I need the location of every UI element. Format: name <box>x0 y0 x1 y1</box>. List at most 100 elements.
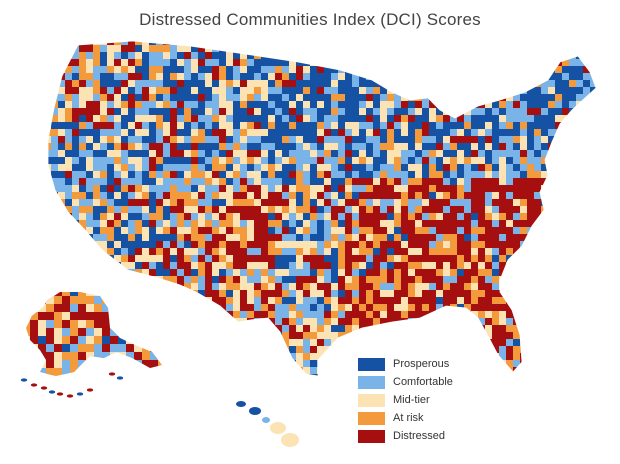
county-cell <box>359 213 367 221</box>
county-cell <box>58 192 66 200</box>
county-cell <box>79 241 87 249</box>
county-cell <box>121 171 129 179</box>
county-cell <box>443 234 451 242</box>
county-cell <box>51 220 66 228</box>
county-cell <box>156 318 171 326</box>
county-cell <box>331 332 339 340</box>
county-cell <box>247 311 255 319</box>
county-cell <box>597 66 604 73</box>
county-cell <box>499 255 507 263</box>
county-cell <box>240 374 248 376</box>
county-cell <box>408 248 416 256</box>
county-cell <box>247 346 262 354</box>
county-cell <box>72 143 80 151</box>
county-cell <box>443 206 451 214</box>
county-cell <box>436 318 444 326</box>
county-cell <box>219 360 234 375</box>
county-cell <box>48 220 59 228</box>
county-cell <box>254 66 262 74</box>
county-cell <box>54 368 63 376</box>
county-cell <box>128 276 136 284</box>
county-cell <box>177 122 185 130</box>
county-cell <box>219 311 227 319</box>
county-cell <box>38 352 47 361</box>
county-cell <box>191 73 199 81</box>
county-cell <box>58 255 66 263</box>
county-cell <box>548 360 556 375</box>
legend-label-comfortable: Comfortable <box>393 376 453 388</box>
county-cell <box>317 199 325 207</box>
county-cell <box>78 368 95 376</box>
county-cell <box>562 41 577 46</box>
county-cell <box>79 283 87 291</box>
county-cell <box>569 297 577 305</box>
county-cell <box>534 241 542 249</box>
county-cell <box>415 171 423 179</box>
county-cell <box>219 367 227 375</box>
county-cell <box>597 171 604 178</box>
county-cell <box>506 143 514 151</box>
county-cell <box>471 206 479 214</box>
county-cell <box>86 241 94 249</box>
county-cell <box>128 325 136 333</box>
county-cell <box>121 192 129 200</box>
county-cell <box>485 73 493 81</box>
county-cell <box>408 339 416 354</box>
county-cell <box>135 45 143 53</box>
county-cell <box>457 143 465 151</box>
county-cell <box>107 234 115 242</box>
county-cell <box>513 374 521 376</box>
county-cell <box>282 304 290 312</box>
county-cell <box>499 136 507 144</box>
county-cell <box>177 367 185 375</box>
county-cell <box>142 325 157 333</box>
county-cell <box>268 199 276 207</box>
county-cell <box>289 150 297 158</box>
county-cell <box>303 59 311 67</box>
county-cell <box>359 178 367 186</box>
county-cell <box>79 73 87 81</box>
county-cell <box>415 311 423 319</box>
county-cell <box>121 367 129 375</box>
county-cell <box>597 213 611 220</box>
county-cell <box>415 178 423 186</box>
county-cell <box>576 150 584 158</box>
county-cell <box>198 73 206 81</box>
county-cell <box>352 262 360 270</box>
county-cell <box>100 164 108 172</box>
county-cell <box>184 41 192 46</box>
county-cell <box>331 199 339 207</box>
county-cell <box>100 59 108 67</box>
county-cell <box>555 325 570 340</box>
county-cell <box>247 66 255 74</box>
county-cell <box>142 352 151 361</box>
county-cell <box>408 164 416 172</box>
county-cell <box>191 45 199 53</box>
county-cell <box>198 115 206 123</box>
county-cell <box>520 80 535 88</box>
county-cell <box>492 220 500 228</box>
county-cell <box>359 87 367 95</box>
county-cell <box>100 283 108 291</box>
county-cell <box>310 360 318 368</box>
county-cell <box>296 80 304 88</box>
county-cell <box>150 368 162 376</box>
county-cell <box>597 360 604 367</box>
county-cell <box>352 66 360 74</box>
county-cell <box>394 66 402 81</box>
county-cell <box>317 185 325 193</box>
county-cell <box>450 108 458 116</box>
county-cell <box>394 325 402 333</box>
county-cell <box>205 227 213 235</box>
county-cell <box>457 318 465 326</box>
county-cell <box>254 150 262 158</box>
county-cell <box>65 66 73 74</box>
county-cell <box>352 185 360 193</box>
county-cell <box>373 325 381 333</box>
county-cell <box>268 325 276 333</box>
county-cell <box>450 101 458 109</box>
county-cell <box>48 87 52 95</box>
county-cell <box>275 122 283 130</box>
county-cell <box>134 336 143 345</box>
county-cell <box>135 136 143 144</box>
